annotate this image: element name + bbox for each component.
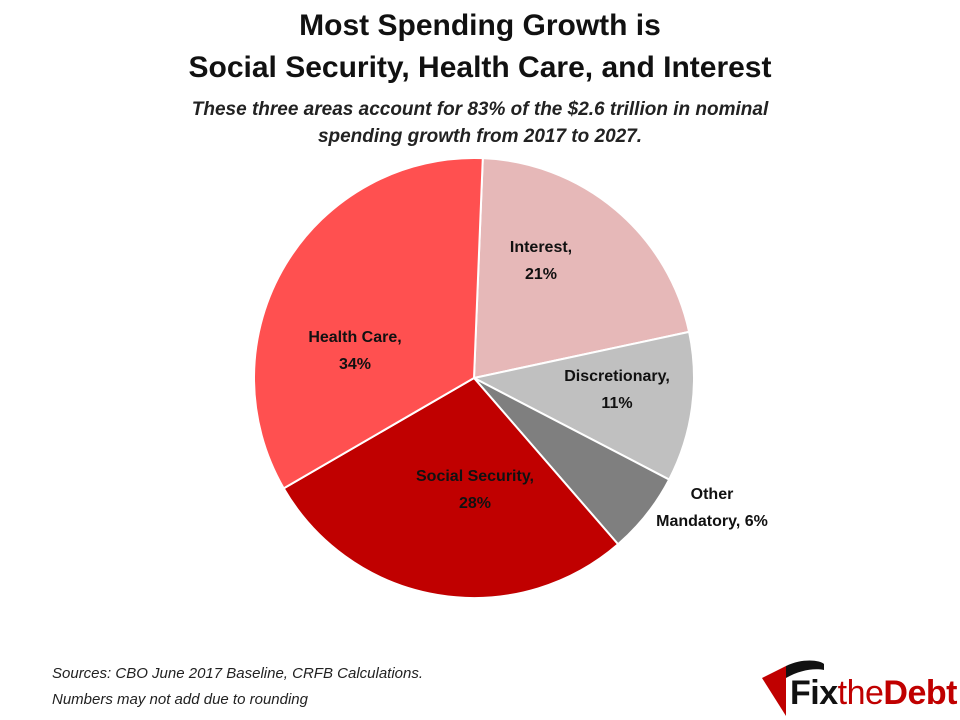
slice-label: Discretionary, (564, 368, 670, 385)
rounding-note: Numbers may not add due to rounding (52, 691, 308, 708)
slice-value-label: 11% (601, 395, 632, 412)
slice-label: Health Care, (308, 329, 401, 346)
pie-slice (282, 376, 620, 599)
pie-slice (471, 330, 695, 481)
logo-debt: Debt (883, 674, 957, 712)
fix-the-debt-logo-icon (762, 660, 824, 716)
slice-value-label: 34% (339, 356, 371, 373)
logo-the: the (837, 674, 884, 712)
logo-wordmark: FixtheDebt (790, 674, 957, 713)
subtitle-line1: These three areas account for 83% of the… (191, 99, 769, 120)
chart-title-line1: Most Spending Growth is (299, 9, 661, 42)
pie-slice (472, 157, 691, 380)
source-note: Sources: CBO June 2017 Baseline, CRFB Ca… (52, 665, 424, 682)
logo-fix: Fix (790, 674, 838, 712)
slice-value-label: 21% (525, 266, 557, 283)
pie-slice (253, 157, 484, 490)
slice-label: Interest, (510, 239, 572, 256)
slice-value-label: 28% (459, 495, 491, 512)
slice-value-label: Mandatory, 6% (656, 513, 768, 530)
chart-title-line2: Social Security, Health Care, and Intere… (188, 51, 772, 84)
slice-label: Social Security, (416, 468, 534, 485)
subtitle-line2: spending growth from 2017 to 2027. (317, 126, 643, 147)
slice-label: Other (691, 486, 734, 503)
chart-subtitle: These three areas account for 83% of the… (120, 96, 840, 150)
